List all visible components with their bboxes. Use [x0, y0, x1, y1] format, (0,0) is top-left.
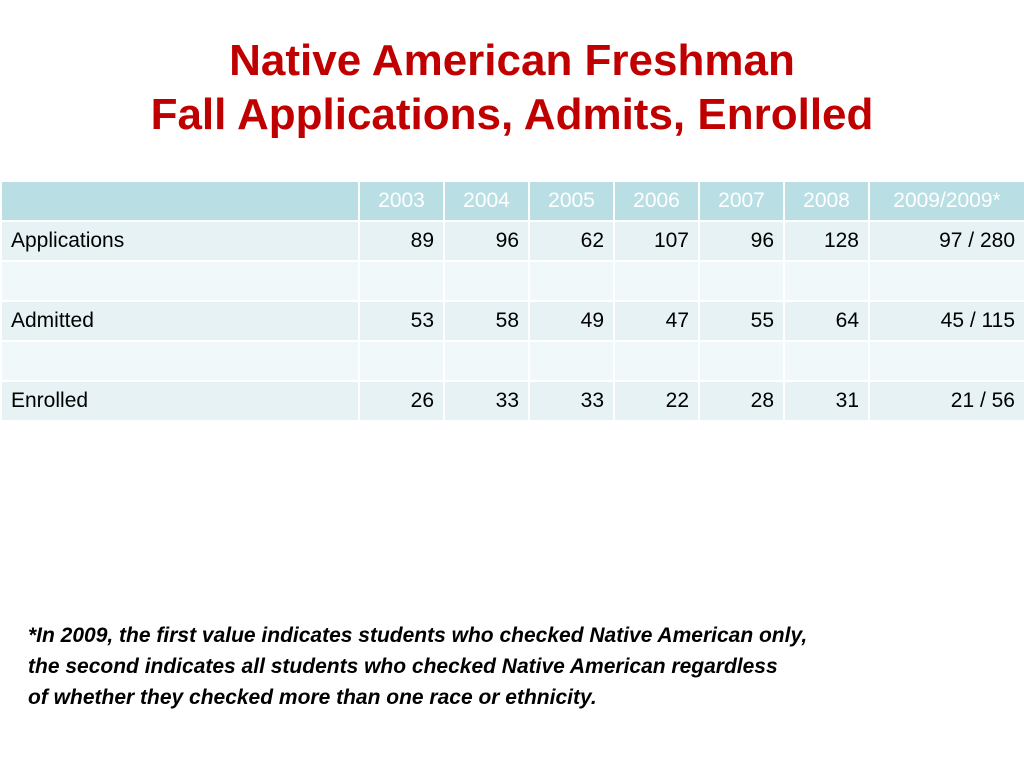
table-cell	[613, 340, 700, 382]
table-cell: 128	[783, 220, 870, 262]
table-cell	[613, 260, 700, 302]
column-header: 2007	[698, 180, 785, 222]
column-header: 2004	[443, 180, 530, 222]
table-cell	[528, 340, 615, 382]
table-cell	[443, 340, 530, 382]
footnote-line-3: of whether they checked more than one ra…	[28, 686, 597, 709]
title-line-1: Native American Freshman	[229, 36, 795, 85]
column-header: 2003	[358, 180, 445, 222]
table-cell: 97 / 280	[868, 220, 1024, 262]
table-cell	[783, 340, 870, 382]
table-cell: 55	[698, 300, 785, 342]
table-cell: 21 / 56	[868, 380, 1024, 422]
column-header	[0, 180, 360, 222]
table-cell	[443, 260, 530, 302]
table-cell	[698, 260, 785, 302]
row-label	[0, 260, 360, 302]
footnote-line-1: *In 2009, the first value indicates stud…	[28, 624, 808, 647]
table-cell: 26	[358, 380, 445, 422]
table-cell	[528, 260, 615, 302]
column-header: 2006	[613, 180, 700, 222]
table-cell: 31	[783, 380, 870, 422]
table-cell: 33	[528, 380, 615, 422]
table-cell: 49	[528, 300, 615, 342]
page-title: Native American Freshman Fall Applicatio…	[0, 34, 1024, 142]
row-label: Applications	[0, 220, 360, 262]
table-cell: 47	[613, 300, 700, 342]
table-cell	[868, 260, 1024, 302]
column-header: 2005	[528, 180, 615, 222]
title-line-2: Fall Applications, Admits, Enrolled	[150, 90, 874, 139]
table-cell	[868, 340, 1024, 382]
footnote: *In 2009, the first value indicates stud…	[28, 620, 1008, 713]
table-cell	[698, 340, 785, 382]
table-cell: 45 / 115	[868, 300, 1024, 342]
table-cell: 62	[528, 220, 615, 262]
table-cell: 64	[783, 300, 870, 342]
table-row: Admitted 53 58 49 47 55 64 45 / 115	[0, 300, 1024, 342]
table-cell: 33	[443, 380, 530, 422]
data-table: 2003 2004 2005 2006 2007 2008 2009/2009*…	[0, 180, 1024, 422]
table-cell: 28	[698, 380, 785, 422]
row-label	[0, 340, 360, 382]
table-row	[0, 260, 1024, 302]
table-row: Enrolled 26 33 33 22 28 31 21 / 56	[0, 380, 1024, 422]
table-cell: 96	[443, 220, 530, 262]
column-header: 2009/2009*	[868, 180, 1024, 222]
table-cell: 53	[358, 300, 445, 342]
table-cell	[783, 260, 870, 302]
column-header: 2008	[783, 180, 870, 222]
table-cell: 107	[613, 220, 700, 262]
table-row: Applications 89 96 62 107 96 128 97 / 28…	[0, 220, 1024, 262]
table-cell: 22	[613, 380, 700, 422]
table-cell	[358, 340, 445, 382]
footnote-line-2: the second indicates all students who ch…	[28, 655, 778, 678]
row-label: Admitted	[0, 300, 360, 342]
row-label: Enrolled	[0, 380, 360, 422]
table-cell: 96	[698, 220, 785, 262]
table-cell	[358, 260, 445, 302]
table-header-row: 2003 2004 2005 2006 2007 2008 2009/2009*	[0, 180, 1024, 222]
table-row	[0, 340, 1024, 382]
table-cell: 89	[358, 220, 445, 262]
table-cell: 58	[443, 300, 530, 342]
